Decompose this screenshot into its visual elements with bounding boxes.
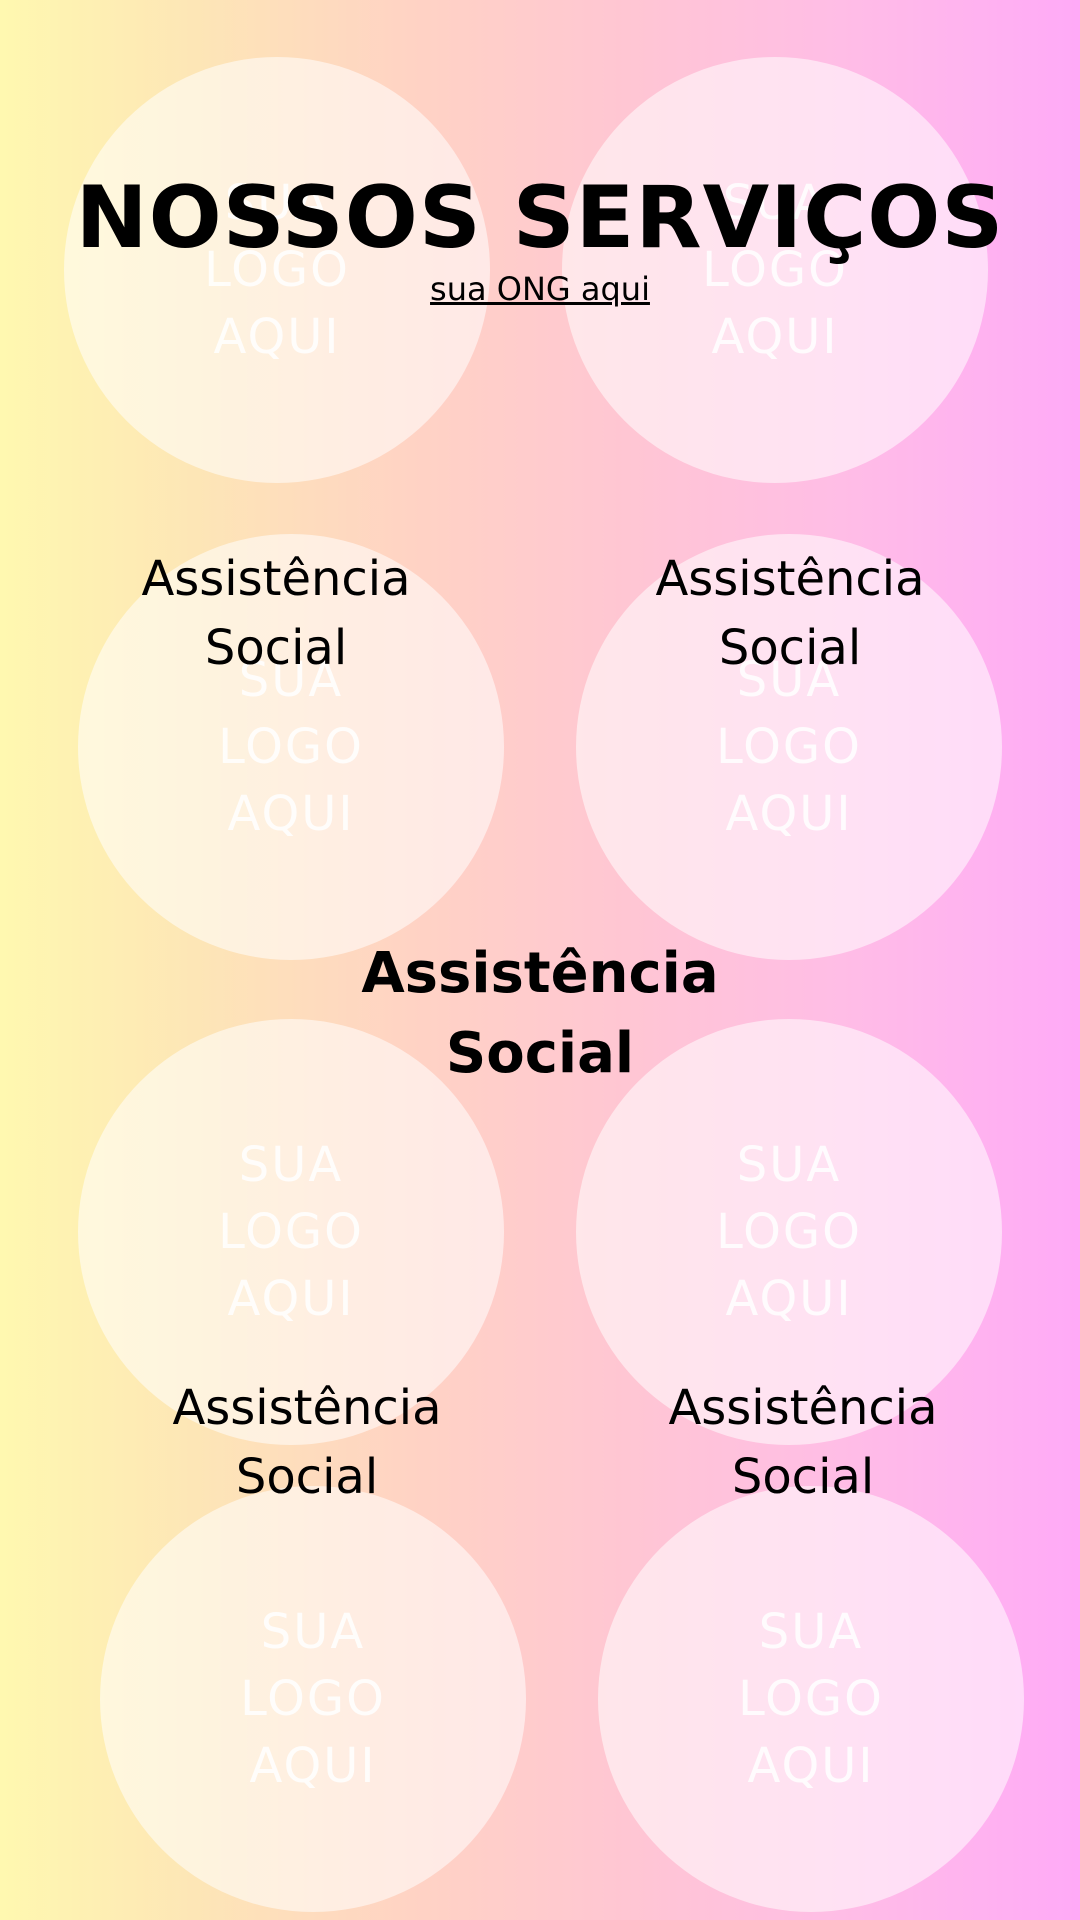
page-title: NOSSOS SERVIÇOS bbox=[75, 168, 1005, 268]
logo-circle-5: SUA LOGO AQUI bbox=[78, 1019, 504, 1445]
logo-placeholder-text: SUA LOGO AQUI bbox=[716, 1136, 862, 1327]
logo-circle-1: SUA LOGO AQUI bbox=[64, 57, 490, 483]
service-label-center: Assistência Social bbox=[361, 941, 719, 1086]
logo-placeholder-text: SUA LOGO AQUI bbox=[240, 1603, 386, 1794]
logo-circle-8: SUA LOGO AQUI bbox=[598, 1486, 1024, 1912]
service-label-row1-right: Assistência Social bbox=[655, 551, 925, 676]
page-subtitle: sua ONG aqui bbox=[430, 270, 650, 308]
service-label-row3-left: Assistência Social bbox=[172, 1380, 442, 1505]
service-label-row1-left: Assistência Social bbox=[141, 551, 411, 676]
logo-placeholder-text: SUA LOGO AQUI bbox=[716, 651, 862, 842]
logo-circle-2: SUA LOGO AQUI bbox=[562, 57, 988, 483]
logo-placeholder-text: SUA LOGO AQUI bbox=[218, 1136, 364, 1327]
logo-placeholder-text: SUA LOGO AQUI bbox=[702, 174, 848, 365]
logo-placeholder-text: SUA LOGO AQUI bbox=[738, 1603, 884, 1794]
logo-placeholder-text: SUA LOGO AQUI bbox=[204, 174, 350, 365]
logo-circle-3: SUA LOGO AQUI bbox=[78, 534, 504, 960]
logo-circle-4: SUA LOGO AQUI bbox=[576, 534, 1002, 960]
logo-circle-7: SUA LOGO AQUI bbox=[100, 1486, 526, 1912]
logo-circle-6: SUA LOGO AQUI bbox=[576, 1019, 1002, 1445]
logo-placeholder-text: SUA LOGO AQUI bbox=[218, 651, 364, 842]
service-label-row3-right: Assistência Social bbox=[668, 1380, 938, 1505]
